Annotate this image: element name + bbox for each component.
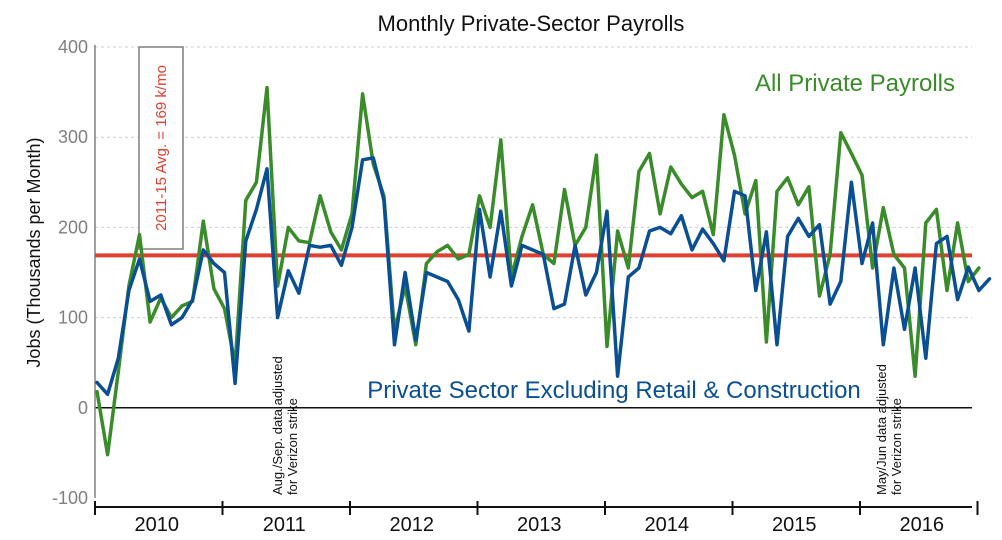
chart-title: Monthly Private-Sector Payrolls: [378, 11, 685, 36]
series-lines: [95, 85, 992, 457]
average-label: 2011-15 Avg. = 169 k/mo: [153, 65, 170, 231]
annotation-note: May/Jun data adjusted: [874, 364, 889, 495]
axes: 400 300 200 100 0 -100 2010 2011 2012 2013 2014 201…: [24, 37, 979, 536]
average-label-box: [138, 46, 184, 250]
series-line-ex-retail-construction: [95, 156, 992, 397]
y-axis-label: Jobs (Thousands per Month): [24, 137, 44, 367]
x-tick-label-year: 2010: [135, 514, 180, 536]
x-tick-label-year: 2011: [263, 514, 306, 536]
series-label-all-private: All Private Payrolls: [755, 70, 955, 97]
y-tick-label: 100: [58, 308, 88, 328]
y-tick-label: 300: [58, 127, 88, 147]
labels: All Private Payrolls Private Sector Exclu…: [270, 70, 955, 495]
x-tick-label-year: 2014: [645, 514, 690, 536]
series-line-all-private: [95, 85, 981, 457]
y-tick-label: 400: [58, 37, 88, 57]
x-tick-label-year: 2015: [772, 514, 817, 536]
average-line-group: 2011-15 Avg. = 169 k/mo: [95, 46, 972, 258]
annotation-note: for Verizon strike: [889, 398, 904, 495]
y-tick-label: 200: [58, 217, 88, 237]
y-tick-label: 0: [78, 398, 88, 418]
annotation-note: for Verizon strike: [285, 398, 300, 495]
x-tick-label-year: 2016: [900, 514, 945, 536]
x-tick-label-year: 2013: [517, 514, 562, 536]
x-tick-label-year: 2012: [390, 514, 435, 536]
annotation-note: Aug./Sep. data adjusted: [270, 356, 285, 495]
y-tick-label: -100: [52, 488, 88, 508]
series-label-ex-retail-construction: Private Sector Excluding Retail & Constr…: [367, 377, 861, 404]
